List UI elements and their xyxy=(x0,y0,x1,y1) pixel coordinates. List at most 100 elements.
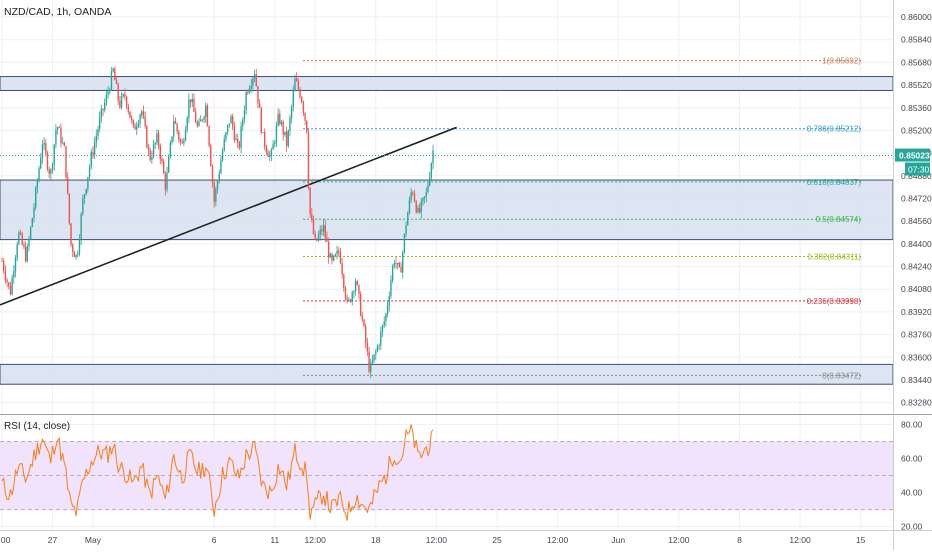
candle-body xyxy=(225,132,227,140)
fib-level-label: 0.382(0.84311) xyxy=(807,252,861,261)
candle-body xyxy=(188,99,190,118)
candle-body xyxy=(179,139,182,142)
candle-body xyxy=(403,233,406,253)
candle-body xyxy=(415,201,417,213)
candle-body xyxy=(127,106,129,112)
candle-body xyxy=(248,88,251,93)
candle-body xyxy=(14,257,17,272)
candle-body xyxy=(265,146,268,153)
symbol-title[interactable]: NZD/CAD, 1h, OANDA xyxy=(4,6,112,18)
candle-body xyxy=(136,126,138,130)
candle-body xyxy=(51,164,54,170)
time-axis-label: 12:00 xyxy=(668,535,690,545)
candle-body xyxy=(336,250,338,255)
candle-body xyxy=(193,99,195,112)
fib-level-label: 0.5(0.84574) xyxy=(816,215,862,224)
time-axis-label: 12:00 xyxy=(305,535,327,545)
candle-body xyxy=(174,121,177,124)
candle-body xyxy=(304,113,306,121)
candle-body xyxy=(378,345,380,347)
rsi-line xyxy=(1,424,434,521)
candle-body xyxy=(287,130,289,146)
candle-body xyxy=(417,208,419,213)
candle-body xyxy=(423,196,426,198)
candle-body xyxy=(166,172,168,190)
candle-body xyxy=(361,315,364,320)
rsi-axis-label: 40.00 xyxy=(901,488,923,498)
candle-body xyxy=(28,238,30,247)
candle-body xyxy=(97,128,99,136)
candle-body xyxy=(247,92,249,93)
support-resistance-zone xyxy=(0,179,894,241)
candle-body xyxy=(274,142,276,145)
support-resistance-zone xyxy=(0,76,894,91)
candle-body xyxy=(40,158,42,169)
candle-body xyxy=(1,260,3,262)
candle-body xyxy=(270,149,273,156)
fibonacci-layer: 1(0.85692) 0.786(0.85212) 0.618(0.84837) 0.… xyxy=(303,57,863,380)
candle-body xyxy=(53,144,55,165)
candle-body xyxy=(125,96,128,107)
candle-body xyxy=(173,121,175,137)
candle-body xyxy=(184,129,187,141)
candle-body xyxy=(164,173,167,190)
candle-body xyxy=(228,123,231,125)
candle-body xyxy=(137,123,140,127)
price-axis-label: 0.83760 xyxy=(901,330,932,340)
candle-body xyxy=(119,100,121,108)
candle-body xyxy=(152,144,155,157)
candle-body xyxy=(282,121,284,135)
candle-body xyxy=(50,169,52,174)
fib-level-label: 0.236(0.83998) xyxy=(807,297,862,306)
candle-body xyxy=(105,94,108,103)
candle-body xyxy=(124,94,126,97)
candle-body xyxy=(383,321,385,326)
candle-body xyxy=(393,263,396,266)
candle-body xyxy=(183,140,185,144)
candle-body xyxy=(284,131,286,135)
candle-body xyxy=(231,116,234,127)
candle-body xyxy=(110,71,113,91)
candle-body xyxy=(302,102,305,114)
candle-body xyxy=(297,81,300,90)
candle-body xyxy=(402,252,404,273)
candle-body xyxy=(107,91,109,95)
rsi-title[interactable]: RSI (14, close) xyxy=(4,421,71,432)
candle-body xyxy=(412,192,414,194)
fib-level-label: 0.618(0.84837) xyxy=(807,178,862,187)
candle-body xyxy=(290,106,293,119)
candle-body xyxy=(9,286,12,295)
candle-body xyxy=(194,111,197,123)
candle-body xyxy=(205,105,207,117)
candle-body xyxy=(299,89,301,98)
candle-body xyxy=(3,260,5,271)
candle-body xyxy=(19,232,22,234)
candle-body xyxy=(398,262,401,268)
time-axis-label: Jun xyxy=(611,535,625,545)
candle-body xyxy=(375,351,377,355)
candle-body xyxy=(386,305,389,314)
candle-body xyxy=(56,127,59,130)
candle-body xyxy=(258,103,261,108)
rsi-axis-label: 80.00 xyxy=(901,420,923,430)
candle-body xyxy=(80,214,82,240)
candle-body xyxy=(427,185,429,192)
candle-body xyxy=(146,126,148,148)
candle-body xyxy=(218,173,220,182)
candle-body xyxy=(371,360,374,363)
candle-body xyxy=(292,90,294,107)
candle-body xyxy=(252,78,254,86)
candle-body xyxy=(159,145,161,159)
candle-body xyxy=(38,168,40,181)
candle-body xyxy=(120,95,123,108)
price-axis-label: 0.84240 xyxy=(901,262,932,272)
candle-body xyxy=(115,79,118,84)
candle-body xyxy=(294,78,296,91)
candle-body xyxy=(353,291,355,293)
candle-body xyxy=(358,284,360,294)
candle-body xyxy=(366,342,369,352)
time-axis-label: 25 xyxy=(492,535,502,545)
